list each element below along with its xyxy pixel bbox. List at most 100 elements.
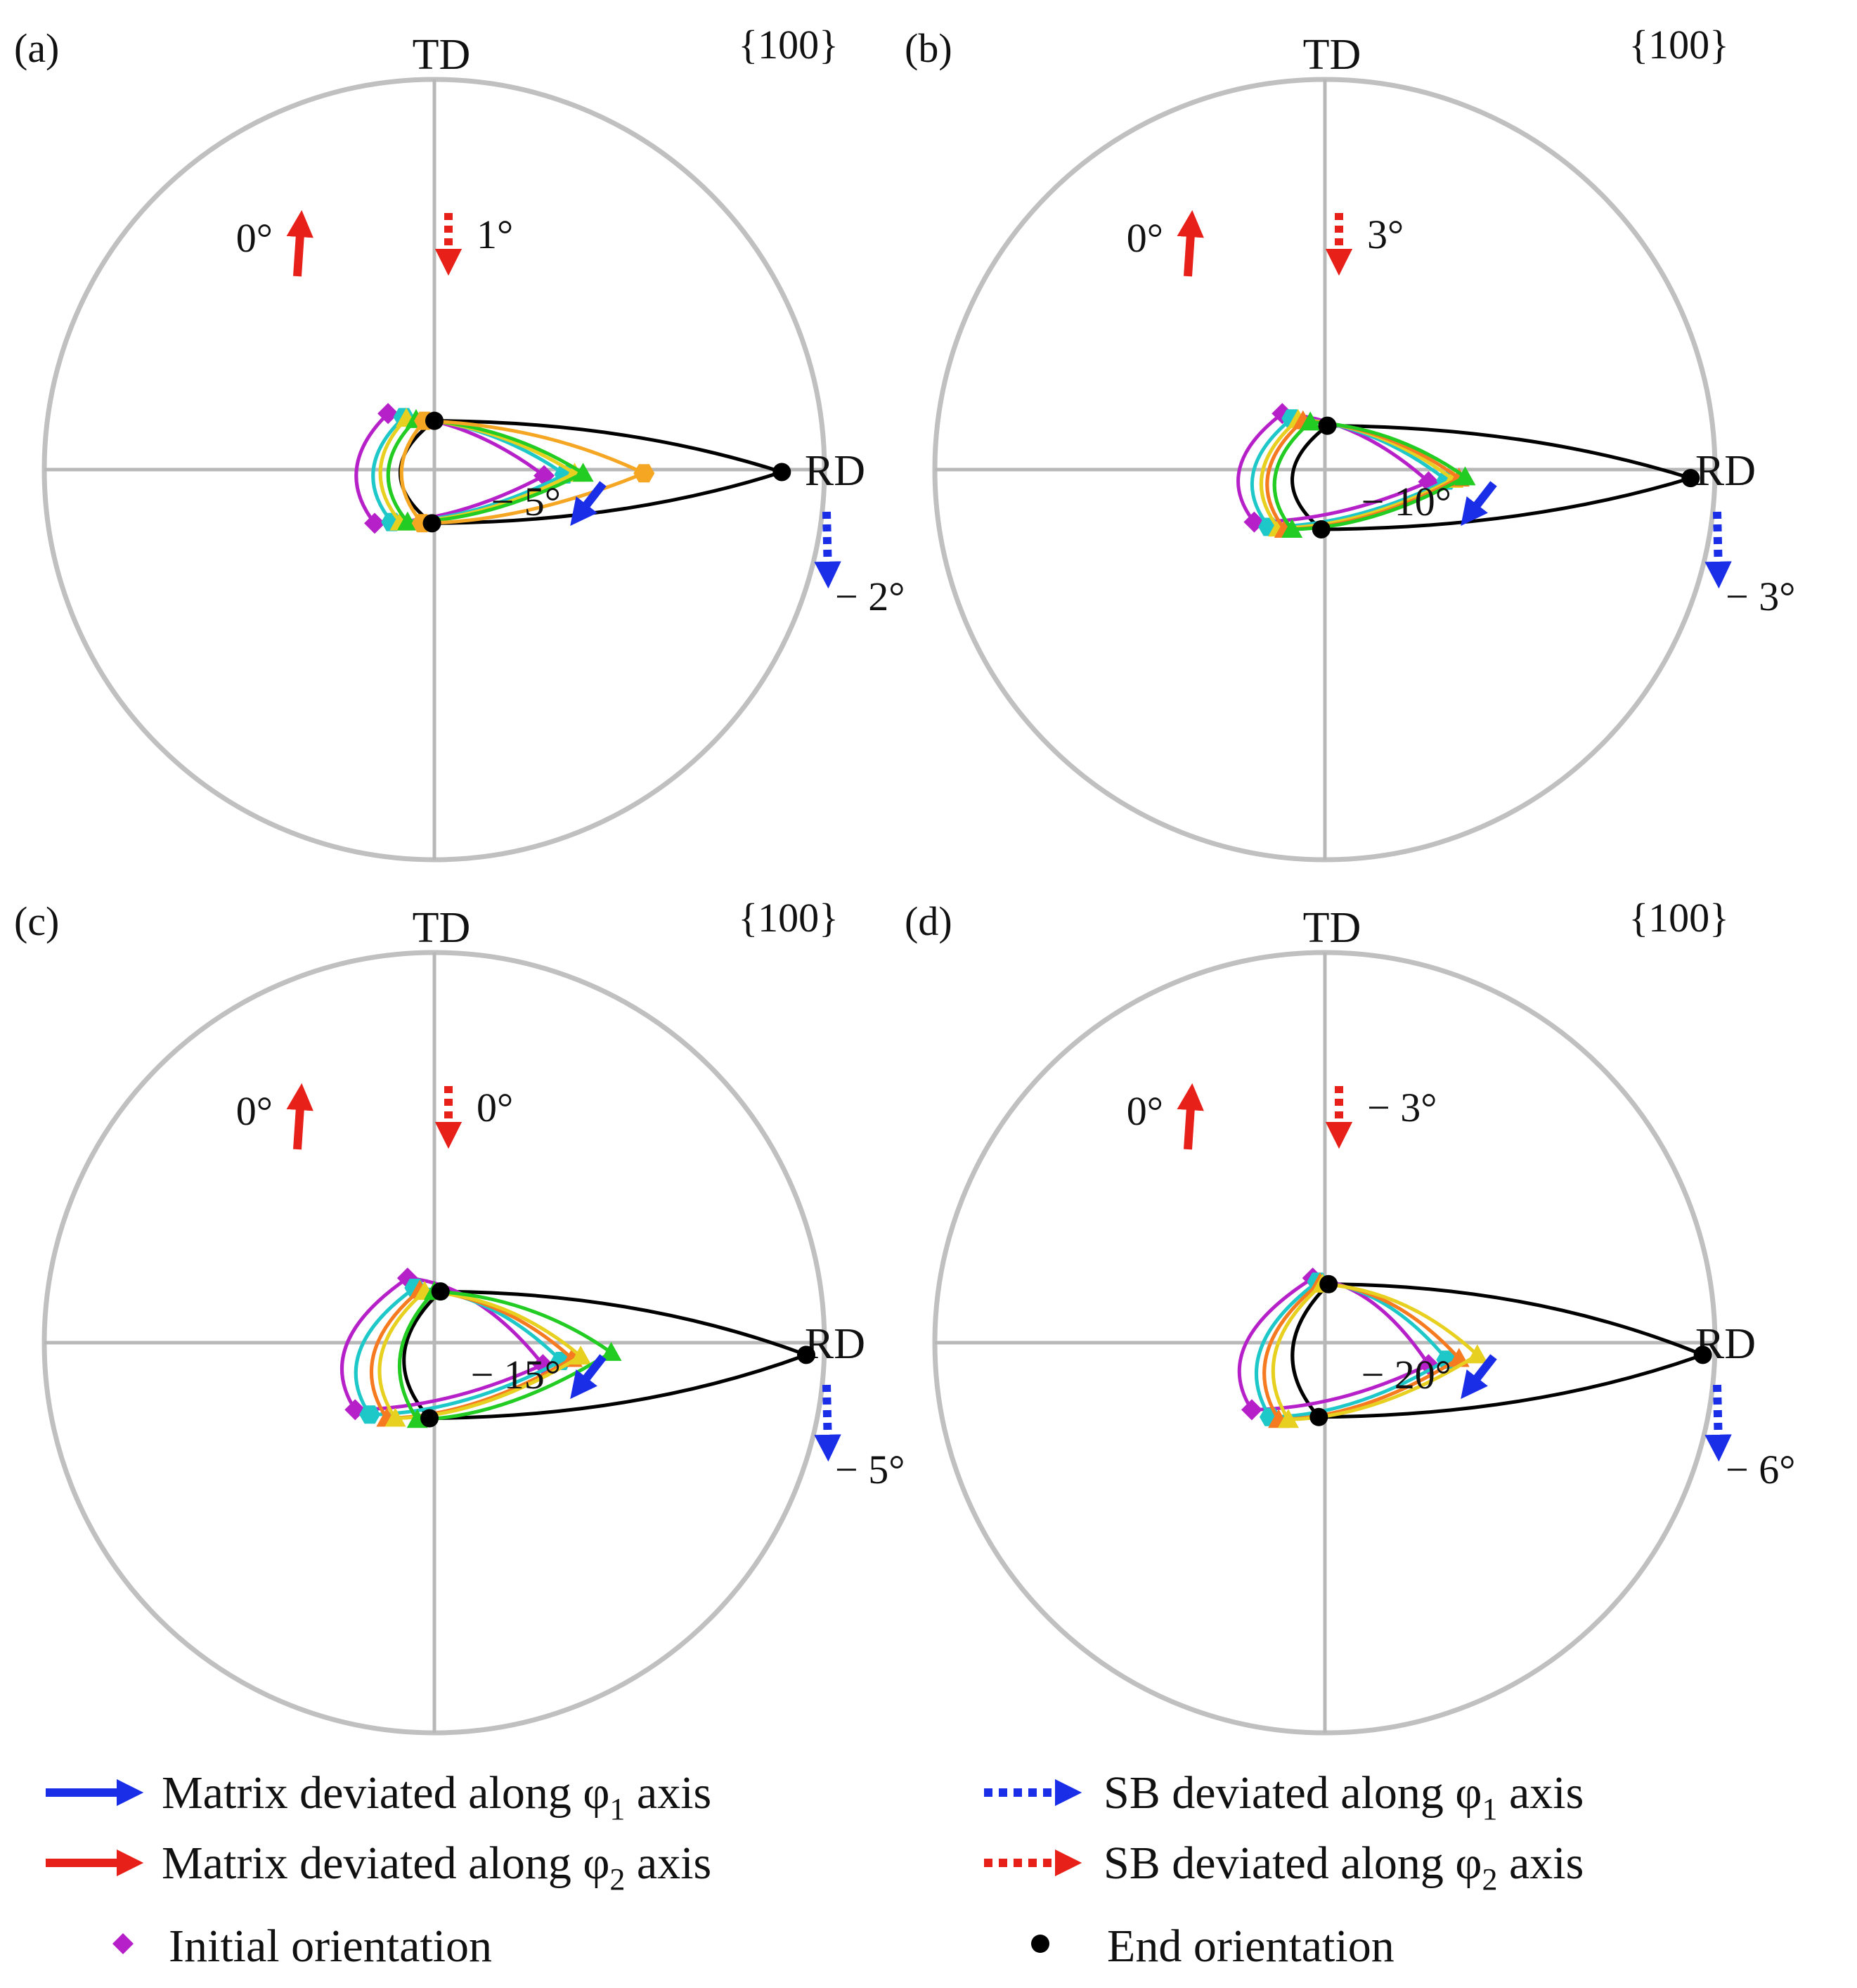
sb-phi2-label: 0°: [477, 1085, 513, 1130]
legend-sb-phi2-label: SB deviated along φ2 axis: [1104, 1838, 1584, 1897]
plane-label: {100}: [738, 895, 839, 941]
path-marker-peak: [1466, 1344, 1488, 1364]
sb-phi1-label: − 3°: [1726, 574, 1795, 619]
matrix-phi2-label: 0°: [1127, 1088, 1163, 1134]
deviation-path-2: [369, 1288, 576, 1421]
end-orientation-marker: [772, 463, 791, 482]
pole-figure-c: (c) TD {100} RD 0° 0° − 15° − 5°: [14, 895, 905, 1736]
rd-label: RD: [805, 1320, 865, 1368]
deviation-path-3: [386, 418, 587, 524]
path-marker-bottom: [396, 511, 418, 531]
end-orientation-marker: [1319, 1274, 1338, 1293]
matrix-phi2-label: 0°: [236, 215, 273, 261]
path-marker-bottom: [384, 1407, 406, 1427]
pole-figure-b: (b) TD {100} RD 0° 3° − 10° − 3°: [905, 22, 1795, 863]
path-marker-bottom: [359, 1405, 381, 1424]
matrix-phi2-arrow: [1177, 1083, 1204, 1150]
end-orientation-marker: [422, 514, 441, 533]
end-orientation-marker: [796, 1345, 815, 1364]
matrix-phi1-label: − 15°: [471, 1352, 561, 1398]
sb-phi1-arrow: [1704, 511, 1732, 589]
legend-matrix-phi1-label: Matrix deviated along φ1 axis: [162, 1767, 711, 1826]
deviation-path-0: [354, 411, 548, 525]
panel-label: (a): [14, 25, 59, 71]
deviation-path-3: [377, 1289, 584, 1421]
end-orientation-marker: [425, 411, 444, 430]
deviation-path-4: [1272, 420, 1469, 531]
matrix-phi1-arrow: [1461, 481, 1497, 527]
path-marker-peak: [570, 1345, 592, 1365]
sb-phi2-label: 3°: [1367, 212, 1404, 257]
rd-label: RD: [1695, 447, 1756, 495]
sb-phi2-label: − 3°: [1367, 1085, 1437, 1130]
end-orientation-marker: [1681, 469, 1700, 488]
end-orientation-marker: [431, 1282, 450, 1301]
end-orientation-path: [402, 1289, 812, 1421]
legend-sb-phi1-label: SB deviated along φ1 axis: [1104, 1767, 1584, 1826]
legend-end-label: End orientation: [1107, 1921, 1395, 1972]
legend-initial-label: Initial orientation: [169, 1921, 492, 1972]
panel-label: (d): [905, 898, 952, 944]
matrix-phi1-arrow: [570, 1354, 607, 1400]
td-label: TD: [1303, 31, 1361, 79]
matrix-phi1-arrow: [1461, 1354, 1497, 1400]
deviation-path-4: [397, 1289, 615, 1421]
sb-phi1-arrow: [814, 511, 841, 589]
deviation-path-2: [1262, 1281, 1462, 1421]
legend-matrix-phi2-label: Matrix deviated along φ2 axis: [162, 1838, 711, 1897]
panel-label: (b): [905, 25, 952, 71]
path-marker-peak: [600, 1341, 622, 1361]
path-marker-bottom: [364, 512, 386, 534]
legend-initial-marker: [112, 1933, 134, 1954]
end-orientation-path: [399, 419, 788, 525]
matrix-phi2-label: 0°: [236, 1088, 273, 1134]
matrix-phi1-label: − 20°: [1361, 1352, 1451, 1398]
end-orientation-marker: [1693, 1345, 1712, 1364]
path-marker-bottom: [1277, 1409, 1299, 1428]
end-orientation-marker: [420, 1409, 439, 1428]
path-marker-peak: [633, 464, 655, 483]
matrix-phi1-label: − 5°: [491, 479, 561, 524]
deviation-path-2: [378, 416, 578, 524]
sb-phi1-arrow: [1704, 1384, 1732, 1462]
end-orientation-marker: [1318, 416, 1337, 435]
pole-figure-a: (a) TD {100} RD 0° 1° − 5° − 2°: [14, 22, 905, 863]
pole-figure-d: (d) TD {100}RD0° − 3°− 20°− 6°: [905, 895, 1795, 1736]
deviation-path-3: [1271, 1282, 1480, 1421]
matrix-phi2-arrow: [286, 1083, 313, 1150]
sb-phi2-label: 1°: [477, 212, 513, 257]
path-marker-bottom: [1281, 518, 1303, 538]
td-label: TD: [1303, 904, 1361, 952]
matrix-phi2-arrow: [286, 209, 313, 277]
sb-phi1-label: − 6°: [1726, 1447, 1795, 1492]
path-marker-peak: [532, 1354, 554, 1376]
path-marker-start: [1300, 411, 1321, 431]
matrix-phi1-arrow: [570, 481, 607, 527]
td-label: TD: [413, 904, 471, 952]
rd-label: RD: [805, 447, 865, 495]
matrix-phi2-arrow: [1177, 209, 1204, 277]
end-orientation-marker: [1309, 1407, 1328, 1426]
plane-label: {100}: [738, 22, 839, 67]
plane-label: {100}: [1629, 895, 1729, 941]
deviation-path-4: [399, 419, 649, 525]
end-orientation-path: [1290, 1282, 1708, 1419]
end-orientation-marker: [1312, 519, 1331, 538]
path-marker-bottom: [1241, 1399, 1262, 1421]
sb-phi1-label: − 2°: [835, 574, 905, 619]
legend: Matrix deviated along φ1 axis Matrix devi…: [46, 1767, 1584, 1972]
path-marker-start: [377, 403, 399, 425]
sb-phi1-arrow: [814, 1384, 841, 1462]
matrix-phi2-label: 0°: [1127, 215, 1163, 261]
deviation-path-1: [354, 1286, 564, 1416]
deviation-path-0: [1236, 411, 1432, 524]
plane-label: {100}: [1629, 22, 1729, 67]
end-orientation-path: [1290, 424, 1697, 531]
sb-phi1-label: − 5°: [835, 1447, 905, 1492]
legend-end-marker: [1031, 1935, 1049, 1953]
path-marker-peak: [1418, 1354, 1439, 1376]
panel-label: (c): [14, 898, 59, 944]
td-label: TD: [413, 31, 471, 79]
deviation-path-1: [1254, 1279, 1450, 1419]
